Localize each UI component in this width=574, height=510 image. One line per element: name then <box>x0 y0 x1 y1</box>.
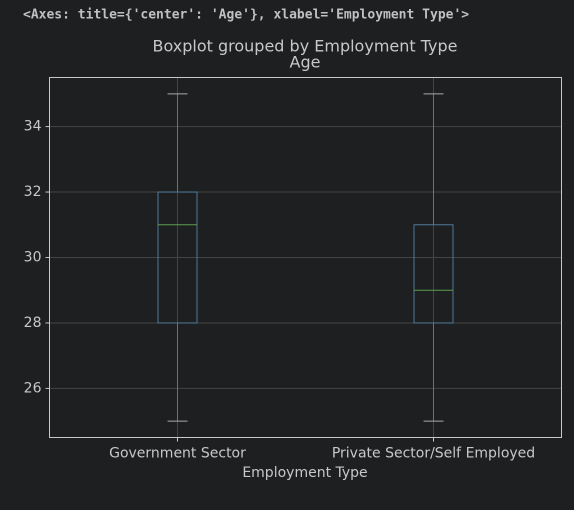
x-axis-label: Employment Type <box>242 465 367 481</box>
axes-frame <box>49 77 562 438</box>
cell-output: <Axes: title={'center': 'Age'}, xlabel='… <box>23 8 469 23</box>
box <box>413 224 454 324</box>
y-tick-label: 30 <box>24 250 42 266</box>
x-tick-label: Government Sector <box>109 446 246 462</box>
y-tick-label: 26 <box>24 380 42 396</box>
chart-title: Age <box>290 53 321 72</box>
y-tick-label: 28 <box>24 315 42 331</box>
box <box>157 191 198 324</box>
chart-suptitle: Boxplot grouped by Employment Type <box>153 37 458 56</box>
x-tick-label: Private Sector/Self Employed <box>332 446 535 462</box>
y-tick-label: 34 <box>24 119 42 135</box>
y-tick-label: 32 <box>24 184 42 200</box>
